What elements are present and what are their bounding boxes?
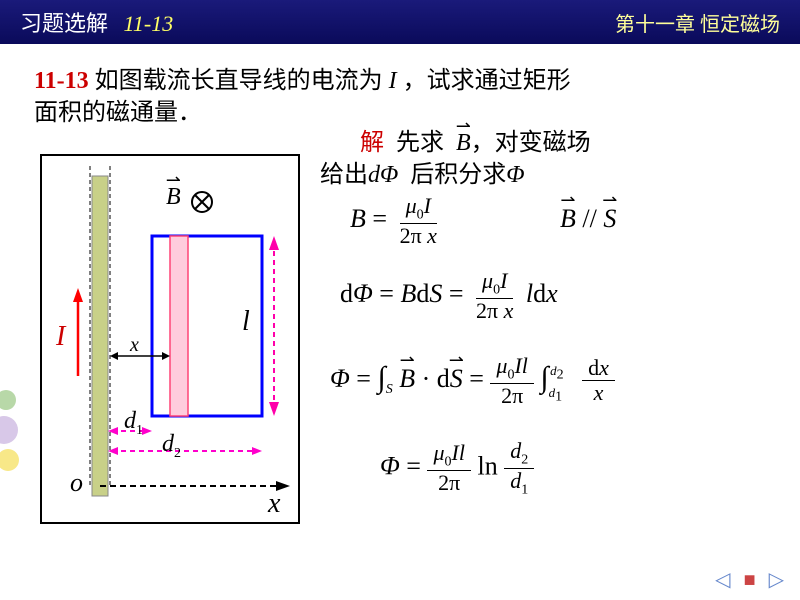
sol1a: 先求 — [396, 130, 444, 156]
sol2b: dΦ — [368, 162, 398, 188]
eq-Phi-int: Φ = ∫S B · dS = μ0Il 2π ∫d1d2 dx x — [330, 354, 615, 408]
eq-BparS: B // S — [560, 204, 616, 234]
sol2a: 给出 — [320, 162, 368, 188]
nav-controls: ◁ ■ ▷ — [715, 567, 788, 592]
sol2c: 后积分求 — [410, 162, 506, 188]
header-left: 习题选解 11-13 — [20, 6, 615, 38]
diagram-d1: d1 — [124, 408, 143, 439]
problem-text1: 如图载流长直导线的电流为 I ，试求通过矩形 — [95, 68, 571, 94]
B-vector: B — [456, 130, 471, 157]
eq-Phi-final: Φ = μ0Il 2π ln d2 d1 — [380, 439, 534, 498]
diagram-o: o — [70, 468, 83, 498]
sol1b: ，对变磁场 — [471, 130, 591, 156]
sol2d: Φ — [506, 162, 524, 188]
diagram-B: B — [166, 184, 181, 211]
page-header: 习题选解 11-13 第十一章 恒定磁场 — [0, 0, 800, 44]
diagram-I: I — [56, 321, 65, 353]
content-area: 11-13 如图载流长直导线的电流为 I ，试求通过矩形 面积的磁通量． 解 先… — [0, 44, 800, 600]
diagram-l: l — [242, 306, 250, 338]
header-chapter: 第十一章 恒定磁场 — [615, 8, 780, 37]
nav-prev[interactable]: ◁ — [715, 569, 734, 591]
eq-B: B = μ0I 2π x — [350, 194, 443, 248]
decoration — [0, 390, 30, 480]
header-title: 习题选解 — [20, 11, 108, 36]
problem-number: 11-13 — [34, 68, 89, 94]
eq-dPhi: dΦ = BdS = μ0I 2π x ldx — [340, 269, 558, 323]
solution-line1: 解 先求 B，对变磁场 — [360, 122, 591, 157]
diagram-d2: d2 — [162, 431, 181, 462]
problem-line1: 11-13 如图载流长直导线的电流为 I ，试求通过矩形 — [34, 60, 571, 95]
header-nums: 11-13 — [124, 11, 174, 36]
problem-line2: 面积的磁通量． — [34, 92, 202, 127]
solution-label: 解 — [360, 130, 384, 156]
diagram-box: B I x l d1 d2 o x — [40, 154, 300, 524]
nav-next[interactable]: ▷ — [769, 569, 788, 591]
diagram-x: x — [130, 334, 139, 357]
nav-stop[interactable]: ■ — [744, 569, 760, 591]
solution-line2: 给出dΦ 后积分求Φ — [320, 154, 525, 189]
diagram-x-axis: x — [268, 488, 280, 520]
